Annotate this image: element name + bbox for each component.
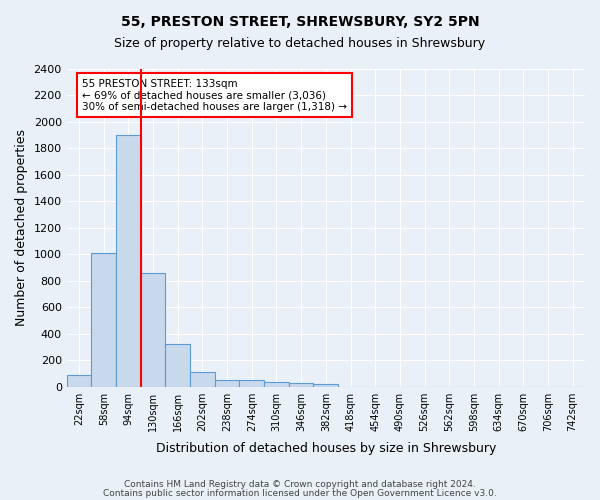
Bar [215, 380, 239, 386]
Text: Contains public sector information licensed under the Open Government Licence v3: Contains public sector information licen… [103, 490, 497, 498]
Y-axis label: Number of detached properties: Number of detached properties [15, 130, 28, 326]
Text: 55 PRESTON STREET: 133sqm
← 69% of detached houses are smaller (3,036)
30% of se: 55 PRESTON STREET: 133sqm ← 69% of detac… [82, 78, 347, 112]
Bar [289, 384, 313, 386]
Bar [190, 372, 215, 386]
X-axis label: Distribution of detached houses by size in Shrewsbury: Distribution of detached houses by size … [155, 442, 496, 455]
Bar [264, 382, 289, 386]
Bar [116, 135, 141, 386]
Bar [67, 374, 91, 386]
Bar [141, 273, 166, 386]
Text: 55, PRESTON STREET, SHREWSBURY, SY2 5PN: 55, PRESTON STREET, SHREWSBURY, SY2 5PN [121, 15, 479, 29]
Bar [239, 380, 264, 386]
Bar [166, 344, 190, 387]
Bar [91, 253, 116, 386]
Bar [313, 384, 338, 386]
Text: Size of property relative to detached houses in Shrewsbury: Size of property relative to detached ho… [115, 38, 485, 51]
Text: Contains HM Land Registry data © Crown copyright and database right 2024.: Contains HM Land Registry data © Crown c… [124, 480, 476, 489]
